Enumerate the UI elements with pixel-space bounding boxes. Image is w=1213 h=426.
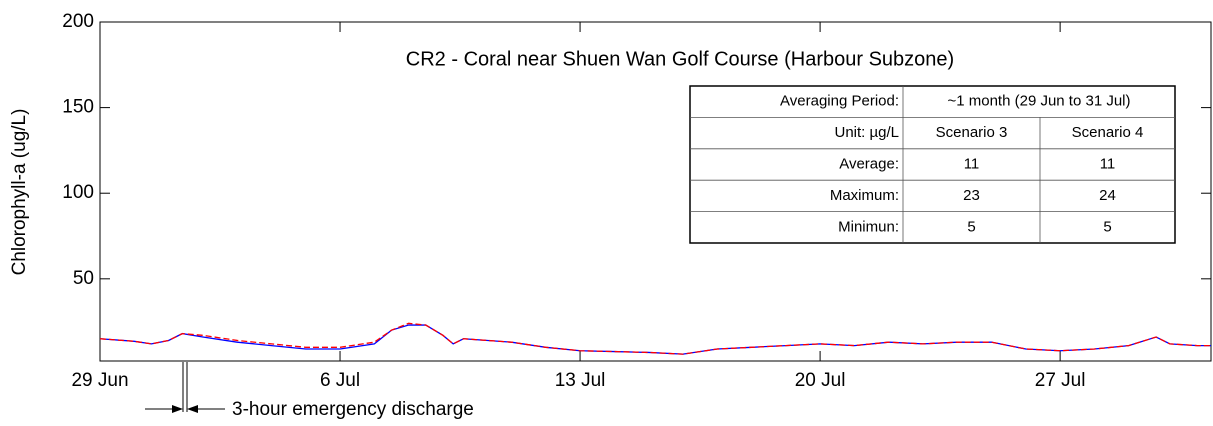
- y-tick-label: 50: [73, 268, 94, 289]
- table-cell: Average:: [839, 155, 899, 172]
- stats-table: Averaging Period: ~1 month (29 Jun to 31 …: [689, 85, 1176, 244]
- table-cell: Unit: µg/L: [834, 124, 899, 141]
- table-cell: Averaging Period:: [780, 93, 899, 110]
- data-line: [99, 324, 1211, 355]
- table-cell: 24: [1099, 187, 1116, 204]
- y-tick-label: 100: [62, 182, 94, 203]
- plot-frame: [99, 21, 1212, 362]
- table-cell: ~1 month (29 Jun to 31 Jul): [947, 93, 1130, 110]
- x-tick-label: 6 Jul: [320, 370, 360, 391]
- data-line: [99, 322, 1211, 355]
- table-cell: 5: [967, 218, 975, 235]
- annotation: 3-hour emergency discharge: [232, 399, 474, 420]
- x-tick-label: 20 Jul: [795, 370, 846, 391]
- y-axis-label: Chlorophyll-a (ug/L): [9, 109, 30, 276]
- table-cell: Minimun:: [838, 218, 899, 235]
- table-cell: Scenario 3: [936, 124, 1008, 141]
- x-tick-label: 13 Jul: [555, 370, 606, 391]
- table-cell: 23: [963, 187, 980, 204]
- table-cell: Maximum:: [830, 187, 899, 204]
- discharge-marker: [145, 362, 225, 413]
- table-cell: 11: [1100, 155, 1116, 172]
- y-tick-label: 200: [62, 11, 94, 32]
- table-cell: Scenario 4: [1072, 124, 1144, 141]
- x-tick-label: 27 Jul: [1035, 370, 1086, 391]
- y-tick-label: 150: [62, 97, 94, 118]
- table-cell: 11: [964, 155, 980, 172]
- chart-title: CR2 - Coral near Shuen Wan Golf Course (…: [406, 48, 954, 70]
- x-tick-label: 29 Jun: [71, 370, 128, 391]
- table-cell: 5: [1103, 218, 1111, 235]
